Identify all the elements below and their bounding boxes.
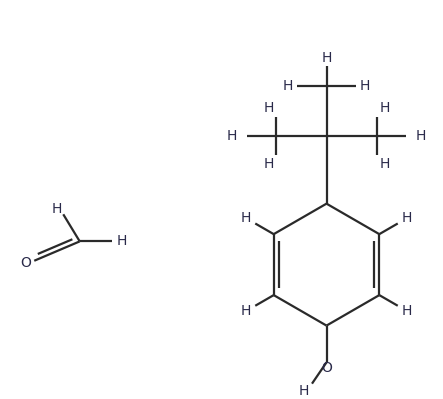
Text: H: H (116, 234, 127, 249)
Text: H: H (402, 211, 412, 225)
Text: H: H (360, 79, 370, 93)
Text: H: H (283, 79, 293, 93)
Text: H: H (263, 157, 274, 171)
Text: H: H (263, 101, 274, 115)
Text: H: H (402, 304, 412, 318)
Text: H: H (321, 51, 332, 65)
Text: H: H (51, 202, 62, 217)
Text: O: O (321, 361, 332, 375)
Text: H: H (299, 384, 309, 399)
Text: H: H (379, 157, 390, 171)
Text: H: H (227, 129, 237, 143)
Text: H: H (241, 211, 251, 225)
Text: O: O (20, 256, 31, 270)
Text: H: H (379, 101, 390, 115)
Text: H: H (416, 129, 426, 143)
Text: H: H (241, 304, 251, 318)
